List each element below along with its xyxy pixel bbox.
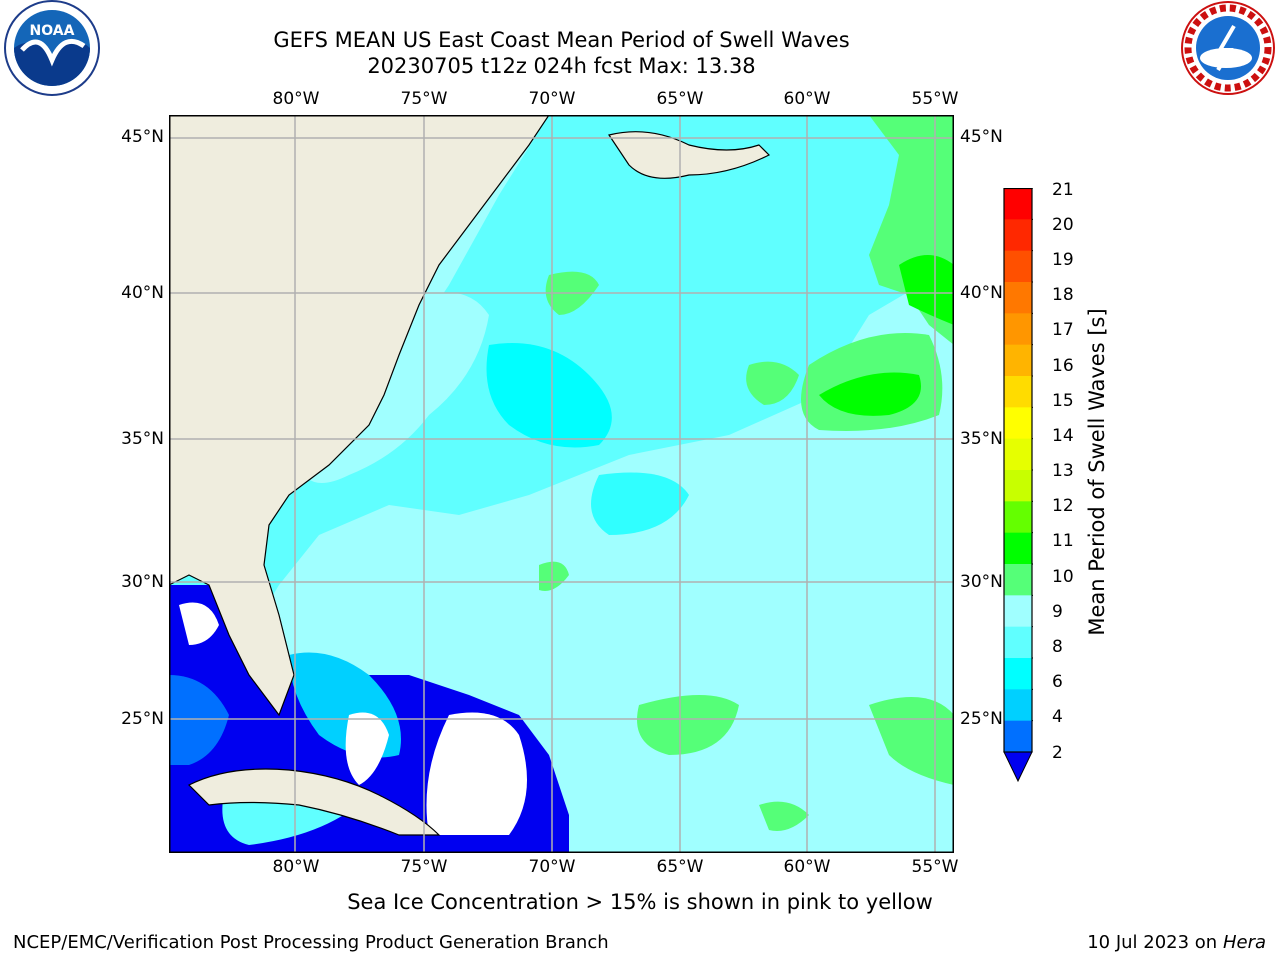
swell-low-inner-4	[345, 712, 389, 785]
colorbar-segment	[1004, 282, 1032, 314]
colorbar-tick-label: 6	[1052, 672, 1063, 692]
colorbar-segment	[1004, 658, 1032, 690]
colorbar-tick-label: 11	[1052, 531, 1074, 551]
colorbar-segment	[1004, 532, 1032, 565]
lat-lon-grid	[169, 115, 954, 853]
noaa-logo: NOAA	[4, 0, 100, 96]
lon-label-top: 70°W	[528, 89, 576, 109]
colorbar-tick-label: 12	[1052, 496, 1074, 516]
colorbar-tick-label: 21	[1052, 180, 1074, 200]
lat-label-left: 45°N	[121, 127, 164, 147]
lat-label-right: 30°N	[960, 572, 1003, 592]
lat-label-left: 25°N	[121, 709, 164, 729]
colorbar-tick-label: 13	[1052, 461, 1074, 481]
lat-label-right: 25°N	[960, 709, 1003, 729]
colorbar-tick-label: 4	[1052, 707, 1063, 727]
lon-label-bottom: 80°W	[272, 857, 320, 877]
footer-date-text: 10 Jul 2023 on	[1087, 932, 1223, 953]
lon-label-top: 75°W	[400, 89, 448, 109]
svg-text:NOAA: NOAA	[30, 23, 75, 39]
swell-period-map	[169, 115, 954, 853]
land-north-america	[169, 115, 550, 717]
colorbar-tick-label: 20	[1052, 215, 1074, 235]
lon-label-bottom: 60°W	[783, 857, 831, 877]
colorbar-tick-label: 2	[1052, 743, 1063, 763]
colorbar	[1003, 188, 1033, 782]
colorbar-segment	[1004, 407, 1032, 440]
swell-low-inner-3	[426, 712, 527, 835]
colorbar-label: Mean Period of Swell Waves [s]	[1085, 308, 1109, 636]
lon-label-bottom: 70°W	[528, 857, 576, 877]
map-frame	[169, 115, 954, 853]
colorbar-tick-label: 18	[1052, 285, 1074, 305]
colorbar-segment	[1004, 720, 1032, 753]
lat-label-left: 40°N	[121, 283, 164, 303]
colorbar-tick-label: 15	[1052, 391, 1074, 411]
colorbar-tick-label: 19	[1052, 250, 1074, 270]
colorbar-tick-label: 14	[1052, 426, 1074, 446]
colorbar-segment	[1004, 376, 1032, 408]
colorbar-segment	[1004, 188, 1032, 220]
lat-label-right: 45°N	[960, 127, 1003, 147]
swell-patch-10-mid	[819, 372, 921, 416]
lon-label-top: 60°W	[783, 89, 831, 109]
colorbar-segment	[1004, 501, 1032, 534]
colorbar-segment	[1004, 438, 1032, 471]
swell-patch-9-s4	[539, 561, 569, 591]
colorbar-segment	[1004, 344, 1032, 377]
colorbar-segment	[1004, 564, 1032, 596]
lon-label-bottom: 75°W	[400, 857, 448, 877]
swell-low-inner-2	[169, 675, 229, 765]
lat-label-right: 40°N	[960, 283, 1003, 303]
colorbar-tick-label: 17	[1052, 320, 1074, 340]
colorbar-tick-label: 10	[1052, 567, 1074, 587]
swell-patch-6-b	[591, 472, 689, 535]
colorbar-segment	[1004, 626, 1032, 659]
lon-label-top: 80°W	[272, 89, 320, 109]
colorbar-extend-triangle	[1003, 751, 1033, 782]
footer-date: 10 Jul 2023 on Hera	[1087, 932, 1266, 953]
colorbar-tick-label: 8	[1052, 637, 1063, 657]
colorbar-segment	[1004, 313, 1032, 346]
lat-label-left: 35°N	[121, 429, 164, 449]
lat-label-left: 30°N	[121, 572, 164, 592]
footer-credit: NCEP/EMC/Verification Post Processing Pr…	[13, 932, 609, 953]
colorbar-segment	[1004, 595, 1032, 628]
national-weather-service-logo	[1181, 1, 1275, 95]
sea-ice-note: Sea Ice Concentration > 15% is shown in …	[347, 890, 933, 914]
swell-patch-9-s1	[637, 695, 739, 755]
lon-label-bottom: 55°W	[911, 857, 959, 877]
land-nova-scotia	[608, 131, 771, 179]
swell-low-inner-5	[179, 602, 219, 645]
lon-label-top: 55°W	[911, 89, 959, 109]
colorbar-segment	[1004, 470, 1032, 502]
swell-patch-6	[486, 343, 612, 448]
colorbar-segment	[1004, 250, 1032, 283]
colorbar-tick-label: 9	[1052, 602, 1063, 622]
swell-patch-9-s3	[759, 801, 809, 831]
swell-patch-10-ne	[899, 255, 954, 325]
land-cuba	[187, 768, 441, 836]
colorbar-segment	[1004, 219, 1032, 252]
colorbar-segment	[1004, 689, 1032, 722]
colorbar-tick-label: 16	[1052, 356, 1074, 376]
footer-machine: Hera	[1222, 932, 1266, 953]
swell-patch-9-small	[746, 361, 799, 405]
lat-label-right: 35°N	[960, 429, 1003, 449]
map-title: GEFS MEAN US East Coast Mean Period of S…	[273, 28, 850, 52]
lon-label-bottom: 65°W	[656, 857, 704, 877]
lon-label-top: 65°W	[656, 89, 704, 109]
map-subtitle: 20230705 t12z 024h fcst Max: 13.38	[367, 54, 756, 78]
